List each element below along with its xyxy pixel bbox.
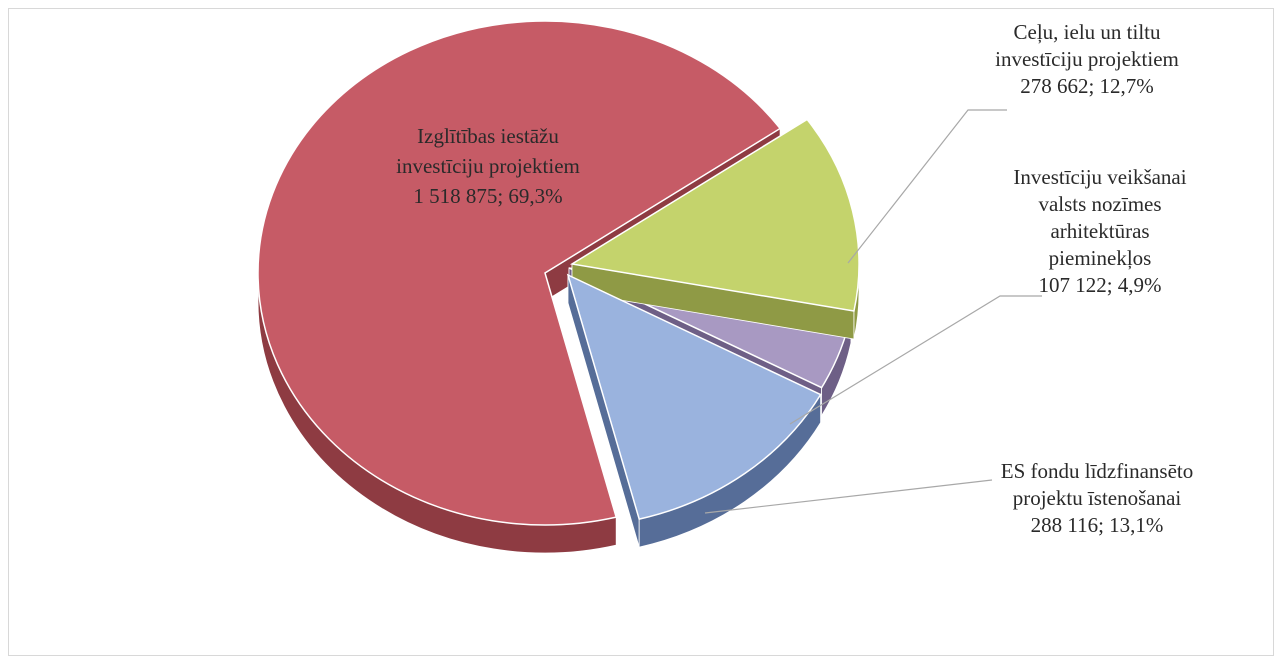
- slice-label-eu-funds: ES fondu līdzfinansēto projektu īstenošan…: [1001, 459, 1193, 537]
- slice-label-education: Izglītības iestāžu investīciju projektiem…: [396, 124, 580, 208]
- slice-label-line: Investīciju veikšanai: [1013, 165, 1186, 189]
- leader-line-monuments: [789, 295, 1042, 425]
- slice-label-monuments: Investīciju veikšanai valsts nozīmes arhit…: [1013, 165, 1186, 297]
- slice-value-label: 288 116; 13,1%: [1031, 513, 1164, 537]
- slice-label-line: arhitektūras: [1050, 219, 1149, 243]
- slice-label-line: pieminekļos: [1049, 246, 1152, 270]
- slice-label-roads: Ceļu, ielu un tiltu investīciju projektie…: [995, 20, 1179, 98]
- slice-value-label: 278 662; 12,7%: [1020, 74, 1154, 98]
- pie-slice-roads: [569, 118, 860, 340]
- slice-value-label: 1 518 875; 69,3%: [413, 184, 562, 208]
- pie-slice-top-roads: [569, 118, 860, 312]
- leader-line-roads: [847, 109, 1007, 264]
- slice-layer: [257, 20, 860, 554]
- slice-label-line: ES fondu līdzfinansēto: [1001, 459, 1193, 483]
- slice-label-line: investīciju projektiem: [396, 154, 580, 178]
- slice-label-line: projektu īstenošanai: [1013, 486, 1182, 510]
- slice-value-label: 107 122; 4,9%: [1038, 273, 1161, 297]
- slice-label-line: Ceļu, ielu un tiltu: [1014, 20, 1161, 44]
- pie-slice-top-eu-funds: [566, 273, 822, 521]
- slice-label-line: Izglītības iestāžu: [417, 124, 559, 148]
- pie-slice-top-education: [257, 20, 782, 526]
- slice-label-line: investīciju projektiem: [995, 47, 1179, 71]
- leader-layer: [704, 109, 1042, 514]
- leader-line-eu-funds: [704, 479, 993, 514]
- label-layer: Izglītības iestāžu investīciju projektiem…: [396, 20, 1193, 537]
- pie-slice-eu-funds: [566, 273, 822, 548]
- slice-label-line: valsts nozīmes: [1038, 192, 1161, 216]
